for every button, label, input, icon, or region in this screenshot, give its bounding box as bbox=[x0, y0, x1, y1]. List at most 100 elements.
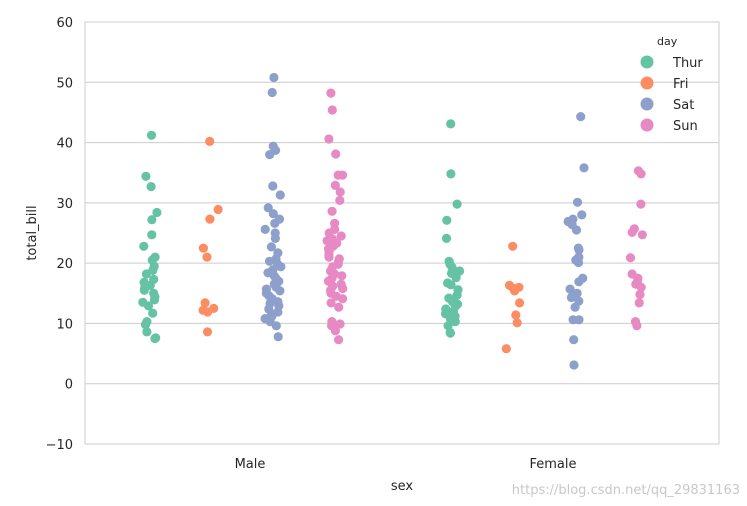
point-sat-female bbox=[579, 163, 589, 173]
point-sat-female bbox=[570, 302, 580, 312]
point-fri-female bbox=[501, 344, 511, 354]
point-thur-male bbox=[146, 130, 157, 140]
y-tick-labels: −10 0 10 20 30 40 50 60 bbox=[46, 16, 73, 453]
point-thur-male bbox=[148, 308, 158, 318]
point-fri-male bbox=[213, 204, 223, 215]
point-sun-male bbox=[338, 294, 348, 304]
point-sat-female bbox=[574, 245, 584, 255]
point-sun-female bbox=[636, 169, 646, 179]
point-thur-male bbox=[147, 230, 157, 240]
point-thur-female bbox=[450, 317, 460, 327]
point-sat-female bbox=[577, 210, 587, 220]
point-sun-male bbox=[338, 283, 348, 294]
point-fri-male bbox=[202, 327, 213, 337]
point-sun-male bbox=[333, 170, 343, 180]
point-thur-male bbox=[147, 215, 157, 225]
point-thur-male bbox=[139, 241, 149, 251]
legend-marker-sat bbox=[640, 97, 654, 111]
legend-title: day bbox=[657, 35, 678, 48]
point-thur-female bbox=[441, 233, 452, 243]
point-sun-male bbox=[326, 298, 336, 308]
data-points bbox=[138, 72, 647, 370]
legend-marker-thur bbox=[640, 55, 654, 69]
point-sun-male bbox=[331, 149, 341, 159]
point-sun-male bbox=[330, 180, 340, 190]
point-sun-male bbox=[335, 319, 345, 329]
point-thur-female bbox=[452, 290, 462, 300]
plot-frame bbox=[84, 21, 720, 445]
point-sun-male bbox=[324, 134, 334, 144]
point-fri-male bbox=[203, 307, 213, 317]
point-sun-male bbox=[336, 231, 346, 241]
point-sun-female bbox=[636, 282, 646, 292]
x-tick-label: Female bbox=[529, 457, 576, 472]
point-thur-male bbox=[142, 327, 152, 337]
point-sun-male bbox=[330, 326, 340, 336]
point-sun-male bbox=[334, 335, 344, 345]
point-sat-male bbox=[270, 233, 280, 243]
point-sun-male bbox=[335, 195, 345, 205]
y-tick-label: 50 bbox=[56, 76, 73, 91]
point-thur-male bbox=[152, 207, 162, 218]
point-sat-female bbox=[574, 315, 584, 325]
point-sun-male bbox=[337, 271, 347, 281]
y-tick-label: −10 bbox=[46, 438, 73, 453]
point-fri-female bbox=[508, 241, 518, 251]
point-sat-female bbox=[569, 360, 579, 370]
point-sat-male bbox=[275, 190, 285, 200]
point-sat-male bbox=[266, 242, 276, 252]
point-sat-male bbox=[268, 181, 278, 191]
point-sun-female bbox=[627, 227, 637, 237]
watermark: https://blog.csdn.net/qq_29831163 bbox=[512, 483, 740, 498]
point-thur-female bbox=[445, 328, 455, 338]
point-sun-male bbox=[334, 302, 344, 312]
point-sun-male bbox=[335, 187, 345, 197]
point-sun-female bbox=[635, 289, 645, 300]
point-fri-female bbox=[515, 298, 525, 308]
legend: day Thur Fri Sat Sun bbox=[640, 35, 703, 134]
point-sun-female bbox=[636, 199, 646, 209]
point-sat-male bbox=[273, 332, 283, 342]
point-thur-male bbox=[141, 269, 151, 279]
point-sat-female bbox=[576, 112, 586, 122]
point-sat-female bbox=[565, 284, 575, 294]
legend-label-sun: Sun bbox=[673, 119, 698, 134]
y-tick-label: 10 bbox=[56, 317, 73, 332]
point-thur-male bbox=[146, 182, 156, 192]
point-sat-male bbox=[265, 150, 275, 160]
point-fri-female bbox=[511, 310, 521, 320]
point-fri-male bbox=[198, 243, 208, 253]
point-sun-female bbox=[637, 230, 647, 240]
point-fri-male bbox=[205, 214, 215, 224]
y-tick-label: 60 bbox=[56, 16, 73, 31]
point-fri-male bbox=[205, 136, 215, 146]
point-sat-male bbox=[260, 224, 270, 234]
point-thur-female bbox=[446, 280, 456, 290]
point-thur-male bbox=[141, 171, 151, 181]
point-sun-female bbox=[632, 321, 642, 331]
point-sat-female bbox=[574, 277, 584, 287]
point-sun-male bbox=[327, 105, 337, 115]
point-fri-female bbox=[512, 318, 522, 328]
x-tick-label: Male bbox=[235, 457, 266, 472]
point-sun-female bbox=[634, 298, 644, 308]
point-sat-male bbox=[270, 218, 280, 228]
point-thur-male bbox=[149, 295, 160, 305]
legend-label-thur: Thur bbox=[672, 56, 703, 71]
point-sun-male bbox=[324, 252, 334, 262]
point-thur-male bbox=[150, 333, 160, 344]
point-thur-female bbox=[452, 199, 462, 209]
point-sun-male bbox=[326, 88, 336, 98]
legend-marker-sun bbox=[640, 118, 654, 132]
legend-label-fri: Fri bbox=[673, 77, 689, 92]
point-sat-male bbox=[269, 72, 279, 83]
y-tick-label: 0 bbox=[65, 378, 73, 393]
point-thur-male bbox=[139, 285, 149, 295]
y-tick-label: 40 bbox=[56, 137, 73, 152]
point-sat-male bbox=[267, 87, 277, 98]
y-axis-label: total_bill bbox=[25, 205, 40, 260]
x-tick-labels: Male Female bbox=[235, 457, 577, 472]
y-tick-label: 20 bbox=[56, 257, 73, 272]
point-sun-female bbox=[625, 253, 636, 263]
